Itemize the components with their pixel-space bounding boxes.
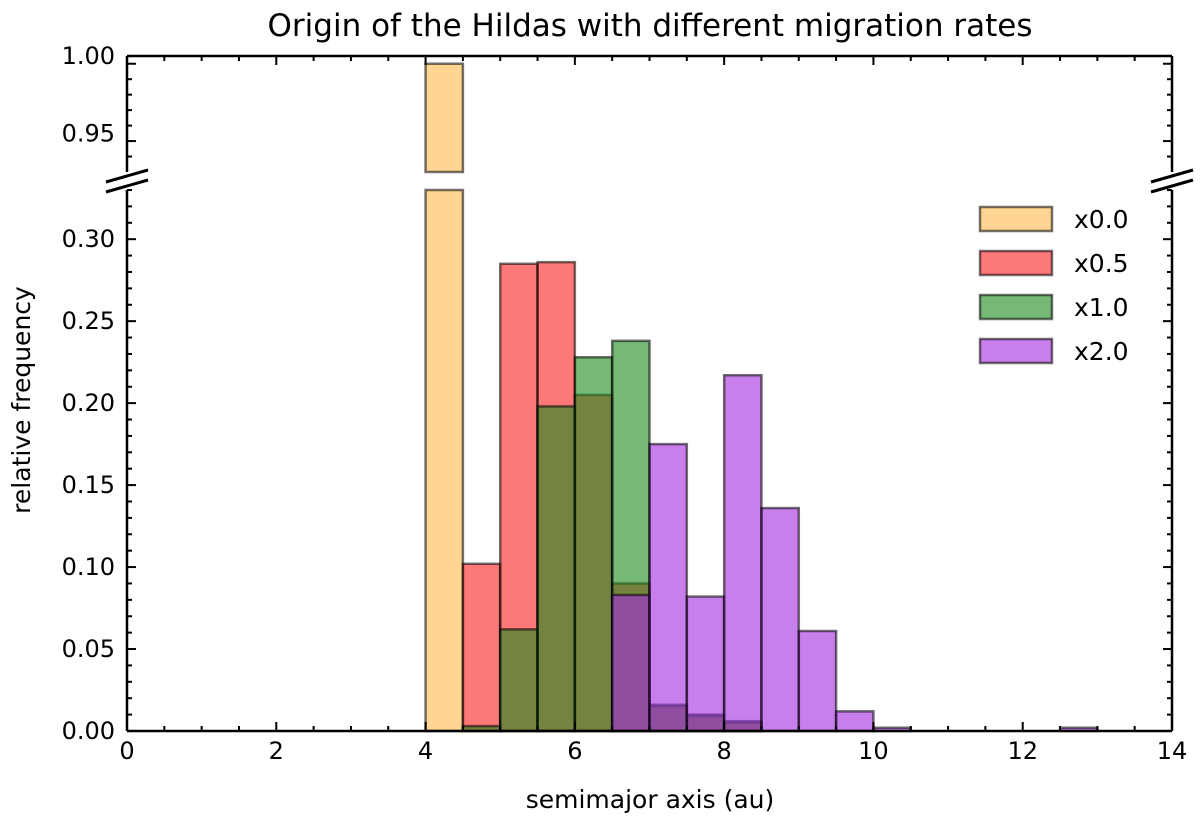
bar-x1.0-bin-2	[536, 405, 577, 733]
ticks-layer: 0 2 4 6 8 10 12 14 0.00 0.05 0.10 0.15 0.20 0.25 0.30 0…	[62, 42, 1188, 765]
bar-x2.0-bin-6	[834, 710, 875, 733]
legend-label-x0.0: x0.0	[1074, 205, 1129, 234]
bar-x0.5-bin-0	[461, 562, 502, 733]
y-tick-label-lower: 0.05	[62, 635, 115, 663]
bars-layer	[424, 62, 1099, 733]
x-tick-label: 8	[717, 737, 732, 765]
bar-x2.0-bin-0	[610, 593, 651, 733]
y-tick-label-lower: 0.00	[62, 717, 115, 745]
bar-x0.0-bin-0-upper	[424, 62, 465, 174]
y-axis-label: relative frequency	[7, 286, 36, 514]
bar-x2.0-bin-4	[760, 506, 801, 733]
y-tick-label-lower: 0.15	[62, 471, 115, 499]
break-mark-0-b	[105, 178, 149, 194]
chart-title: Origin of the Hildas with different migr…	[268, 8, 1033, 44]
y-tick-label-upper: 1.00	[62, 42, 115, 70]
legend-swatch-x0.5	[978, 249, 1054, 277]
y-tick-label-upper: 0.95	[62, 119, 115, 147]
x-tick-label: 6	[567, 737, 582, 765]
x-tick-label: 12	[1007, 737, 1038, 765]
legend-label-x2.0: x2.0	[1074, 337, 1129, 366]
y-tick-label-lower: 0.20	[62, 389, 115, 417]
break-mark-1-b	[1150, 178, 1194, 194]
legend: x0.0 x0.5 x1.0 x2.0	[978, 205, 1129, 366]
bar-x2.0-bin-2	[685, 595, 726, 733]
x-tick-label: 14	[1157, 737, 1188, 765]
bar-x2.0-bin-1	[648, 442, 689, 733]
bar-x1.0-bin-3	[573, 355, 614, 733]
bar-x2.0-bin-3	[722, 374, 763, 733]
x-axis-label: semimajor axis (au)	[526, 785, 775, 814]
bar-x0.0-bin-0-lower	[424, 188, 465, 733]
x-tick-label: 2	[269, 737, 284, 765]
x-tick-label: 0	[119, 737, 134, 765]
y-tick-label-lower: 0.30	[62, 225, 115, 253]
break-mark-1-a	[1150, 168, 1194, 184]
legend-label-x1.0: x1.0	[1074, 293, 1129, 322]
y-tick-label-lower: 0.25	[62, 307, 115, 335]
legend-swatch-x2.0	[978, 337, 1054, 365]
x-tick-label: 4	[418, 737, 433, 765]
legend-swatch-x0.0	[978, 205, 1054, 233]
y-tick-label-lower: 0.10	[62, 553, 115, 581]
x-tick-label: 10	[858, 737, 889, 765]
legend-swatch-x1.0	[978, 293, 1054, 321]
legend-label-x0.5: x0.5	[1074, 249, 1129, 278]
bar-x1.0-bin-1	[498, 628, 539, 733]
break-mark-0-a	[105, 168, 149, 184]
bar-x2.0-bin-5	[797, 629, 838, 733]
